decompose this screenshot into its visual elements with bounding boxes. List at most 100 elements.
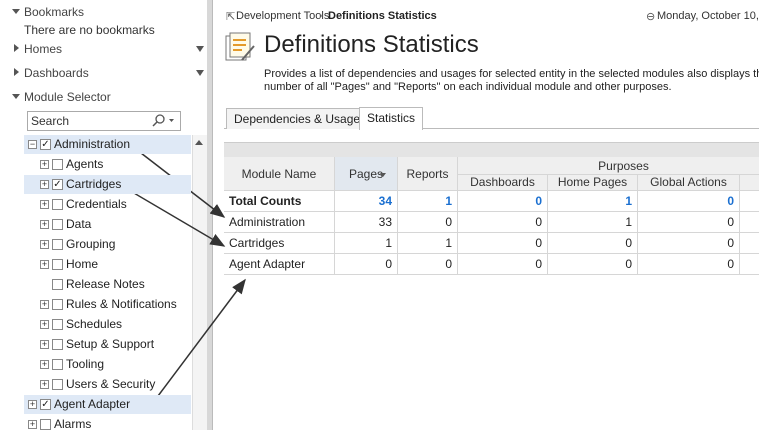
checkbox[interactable]: [52, 159, 63, 170]
column-header: Pages: [335, 157, 398, 191]
empty-text: There are no bookmarks: [24, 23, 155, 37]
checkbox[interactable]: ✓: [40, 139, 51, 150]
column-header: Module Name: [224, 157, 335, 191]
checkbox[interactable]: [52, 239, 63, 250]
row-highlight: [24, 175, 191, 194]
table-cell: 0: [548, 254, 638, 275]
expand-icon[interactable]: [14, 44, 19, 52]
checkbox[interactable]: [52, 379, 63, 390]
section-title[interactable]: Bookmarks: [24, 5, 85, 19]
expander[interactable]: +: [40, 219, 49, 229]
column-header: Dashboards: [458, 175, 548, 191]
expander[interactable]: +: [40, 359, 49, 369]
checkbox[interactable]: [52, 319, 63, 330]
expander[interactable]: +: [40, 319, 49, 329]
scroll-up[interactable]: [195, 140, 203, 145]
tree-item[interactable]: Release Notes: [66, 277, 145, 291]
expander[interactable]: +: [40, 299, 49, 309]
expander[interactable]: +: [28, 399, 37, 409]
row-label: Cartridges: [224, 233, 335, 254]
sidebar: [0, 0, 208, 430]
expander[interactable]: +: [40, 179, 49, 189]
column-header: Reports: [398, 157, 458, 191]
expander[interactable]: +: [40, 159, 49, 169]
expander[interactable]: +: [40, 239, 49, 249]
tree-item[interactable]: Data: [66, 217, 92, 231]
search-placeholder: Search: [31, 114, 70, 128]
tab[interactable]: Dependencies & Usages: [226, 108, 375, 129]
date: Monday, October 10, 20: [657, 10, 759, 22]
table-cell: 1: [335, 233, 398, 254]
tree-item[interactable]: Rules & Notifications: [66, 297, 177, 311]
tab-bar-line: [224, 128, 759, 129]
checkbox[interactable]: ✓: [40, 399, 51, 410]
column-header: Home Pages: [548, 175, 638, 191]
row-highlight: [24, 395, 191, 414]
table-cell: 0: [458, 212, 548, 233]
checkbox[interactable]: [52, 199, 63, 210]
tree-item[interactable]: Administration: [54, 137, 131, 151]
tree-item[interactable]: Schedules: [66, 317, 123, 331]
scrollbar[interactable]: [192, 135, 207, 430]
description-line: number of all "Pages" and "Reports" on e…: [264, 81, 672, 93]
dropdown-icon[interactable]: [196, 70, 204, 76]
table-cell: [740, 212, 759, 233]
expander[interactable]: +: [40, 199, 49, 209]
breadcrumb-link[interactable]: Development Tools: [236, 10, 330, 22]
section-title[interactable]: Module Selector: [24, 90, 111, 104]
expand-icon[interactable]: [14, 68, 19, 76]
page-title: Definitions Statistics: [264, 31, 479, 58]
checkbox[interactable]: [52, 359, 63, 370]
checkbox[interactable]: [52, 259, 63, 270]
expander[interactable]: +: [28, 419, 37, 429]
row-label: Total Counts: [224, 191, 335, 212]
tree-item[interactable]: Grouping: [66, 237, 116, 251]
tree-item[interactable]: Users & Security: [66, 377, 156, 391]
table-cell: 0: [638, 254, 740, 275]
section-title[interactable]: Dashboards: [24, 66, 89, 80]
description-line: Provides a list of dependencies and usag…: [264, 68, 759, 80]
search-box[interactable]: [27, 111, 181, 131]
section-title[interactable]: Homes: [24, 42, 63, 56]
table-cell: 1: [398, 233, 458, 254]
table-toolbar: [224, 142, 759, 158]
checkbox[interactable]: [52, 339, 63, 350]
tree-item[interactable]: Credentials: [66, 197, 127, 211]
tree-item[interactable]: Setup & Support: [66, 337, 155, 351]
tab-active[interactable]: Statistics: [359, 107, 424, 130]
tree-item[interactable]: Agent Adapter: [54, 397, 131, 411]
tree-item[interactable]: Agents: [66, 157, 104, 171]
tree-item[interactable]: Cartridges: [66, 177, 122, 191]
table-cell: 1: [548, 212, 638, 233]
collapse-icon[interactable]: [12, 94, 20, 99]
expander[interactable]: −: [28, 139, 37, 149]
checkbox[interactable]: ✓: [52, 179, 63, 190]
checkbox[interactable]: [52, 279, 63, 290]
tree-item[interactable]: Tooling: [66, 357, 105, 371]
checkbox[interactable]: [52, 299, 63, 310]
tree-item[interactable]: Alarms: [54, 417, 92, 430]
checkbox[interactable]: [52, 219, 63, 230]
expander[interactable]: +: [40, 259, 49, 269]
row-label: Administration: [224, 212, 335, 233]
main-panel: [212, 0, 759, 430]
expander[interactable]: +: [40, 379, 49, 389]
page-icon: [225, 32, 255, 61]
table-cell: 1: [398, 191, 458, 212]
home-icon[interactable]: ⇱: [226, 11, 236, 23]
table-cell: 1: [548, 191, 638, 212]
tree-item[interactable]: Home: [66, 257, 99, 271]
dropdown-icon[interactable]: [196, 46, 204, 52]
expander[interactable]: +: [40, 339, 49, 349]
group-header: Purposes: [458, 157, 759, 175]
table-cell: 33: [335, 212, 398, 233]
column-header: Global Actions: [638, 175, 740, 191]
splitter[interactable]: [207, 0, 212, 430]
sort-icon[interactable]: [380, 173, 386, 177]
search-icon[interactable]: [152, 114, 176, 127]
checkbox[interactable]: [40, 419, 51, 430]
table-cell: 0: [638, 191, 740, 212]
table-cell: 34: [335, 191, 398, 212]
collapse-icon[interactable]: [12, 9, 20, 14]
